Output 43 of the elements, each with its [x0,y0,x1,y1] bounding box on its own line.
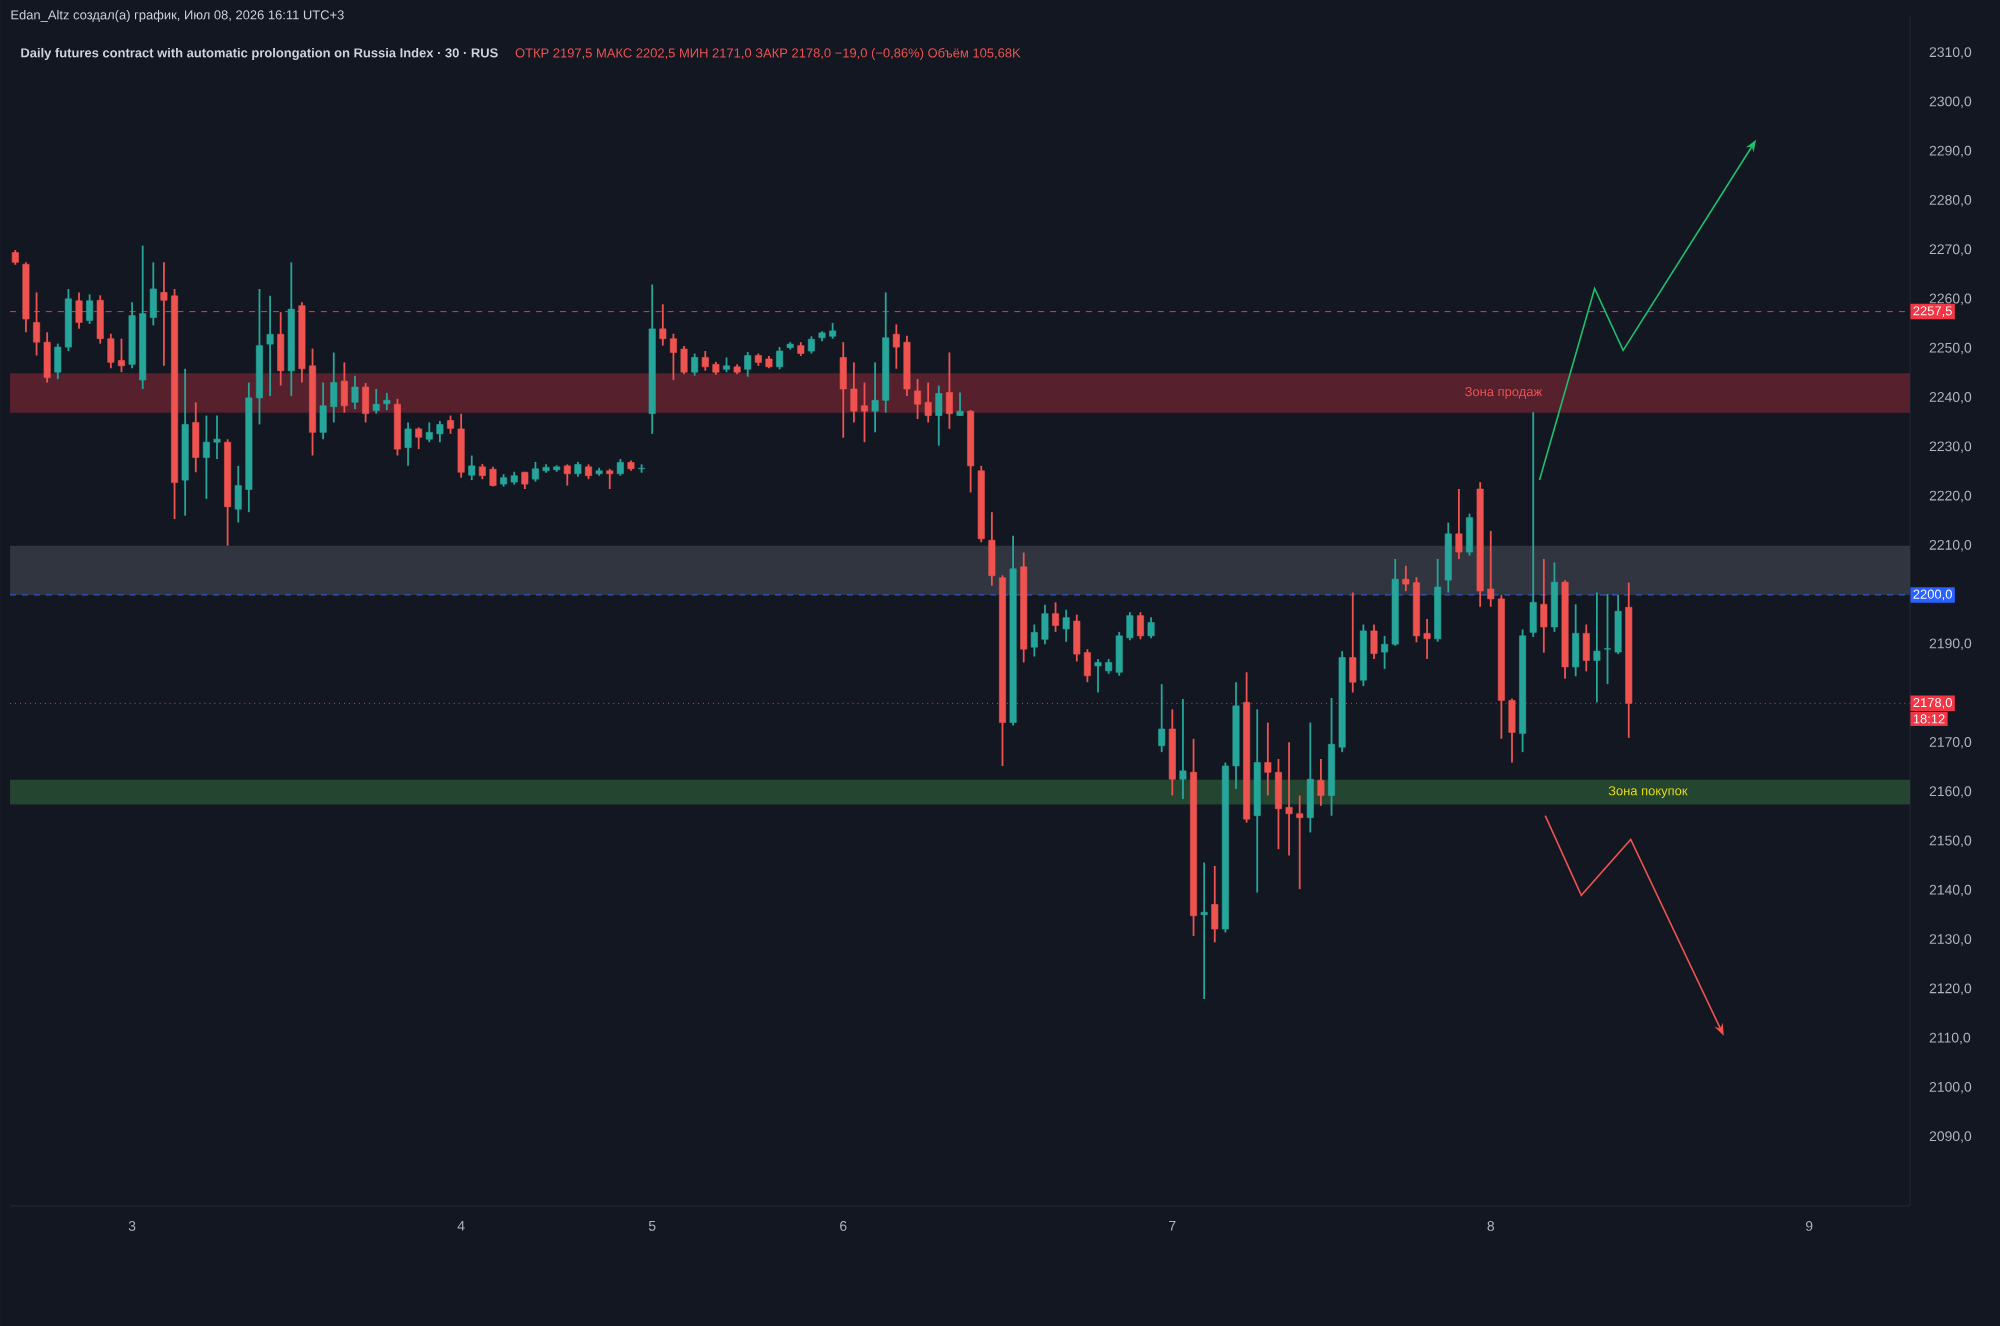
candlestick [956,391,964,417]
candlestick [372,388,380,415]
candlestick [340,361,348,414]
candlestick [404,421,412,467]
candlestick [1572,603,1580,678]
candlestick [1306,721,1314,834]
candlestick [691,352,699,377]
candlestick [1593,591,1601,704]
candlestick [192,401,200,474]
candlestick [744,351,752,378]
candlestick [1540,558,1548,654]
candlestick [1466,512,1474,557]
candlestick [86,293,94,325]
candlestick [1211,865,1219,944]
candlestick [1444,521,1452,594]
candlestick [606,467,614,490]
candlestick [935,384,943,447]
candlestick [75,291,83,330]
candlestick [393,397,401,457]
candlestick [1349,591,1357,694]
candlestick [1529,411,1537,638]
candlestick [1370,623,1378,660]
candlestick [776,346,784,371]
candlestick [277,311,285,387]
candlestick [1582,623,1590,673]
candlestick [1147,616,1155,640]
candlestick [1062,608,1070,643]
candlestick [1200,861,1208,1000]
candlestick [415,426,423,450]
candlestick [1052,601,1060,633]
candlestick [1317,758,1325,807]
candlestick [1550,561,1558,633]
candlestick [1158,683,1166,754]
candlestick [1136,611,1144,641]
candlestick [563,463,571,487]
candlestick [362,382,370,424]
candlestick [266,294,274,397]
candlestick [351,374,359,411]
candlestick [1179,698,1187,800]
candlestick [468,454,476,482]
candlestick [1455,488,1463,560]
candlestick [945,351,953,430]
candlestick [988,511,996,587]
